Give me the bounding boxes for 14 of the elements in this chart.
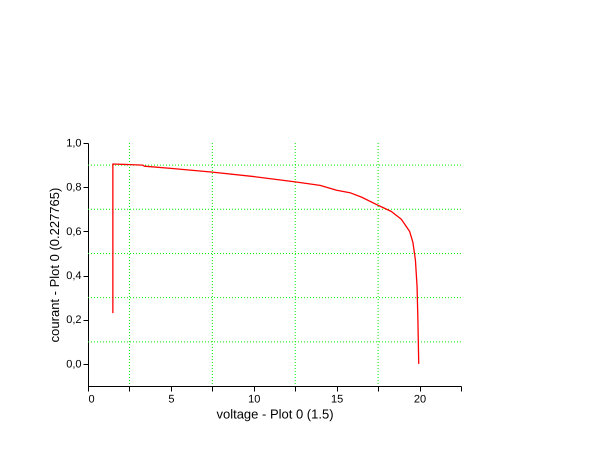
x-tick-label: 15 [331, 394, 344, 406]
y-tick-label: 0,0 [66, 358, 82, 370]
y-tick-label: 1,0 [66, 138, 82, 150]
y-tick-label: 0,2 [66, 314, 82, 326]
x-tick-label: 20 [414, 394, 426, 406]
y-axis-title: courant - Plot 0 (0.227765) [47, 188, 62, 342]
x-tick-label: 10 [248, 394, 260, 406]
x-tick-label: 5 [168, 394, 174, 406]
line-series [112, 163, 420, 365]
x-axis-title: voltage - Plot 0 (1.5) [216, 406, 334, 422]
y-tick-label: 0,4 [66, 270, 82, 282]
y-tick-label: 0,6 [66, 226, 82, 238]
x-tick-label: 0 [88, 394, 95, 406]
y-tick-label: 0,8 [66, 182, 82, 194]
